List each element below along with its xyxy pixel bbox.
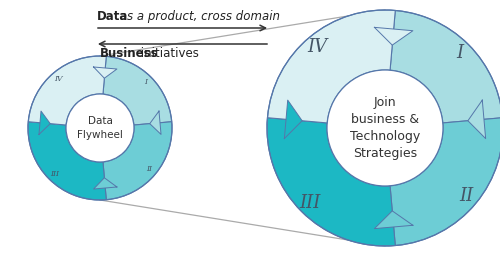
Polygon shape [374,211,413,229]
Polygon shape [94,178,117,189]
Wedge shape [28,122,106,200]
Text: IV: IV [54,75,63,83]
Wedge shape [267,118,396,246]
Text: II: II [459,187,473,205]
Wedge shape [103,122,172,200]
Wedge shape [268,10,396,123]
Text: I: I [144,78,147,86]
Text: as a product, cross domain: as a product, cross domain [116,10,280,23]
Wedge shape [390,118,500,246]
Wedge shape [390,10,500,123]
Wedge shape [103,56,172,125]
Text: initiatives: initiatives [138,47,200,60]
Text: II: II [146,165,152,173]
Text: Join
business &
Technology
Strategies: Join business & Technology Strategies [350,96,420,160]
Text: Data
Flywheel: Data Flywheel [77,116,123,140]
Polygon shape [150,111,161,134]
Polygon shape [284,100,302,139]
Text: IV: IV [307,38,327,56]
Text: Business: Business [100,47,158,60]
Wedge shape [28,56,106,125]
Circle shape [66,94,134,162]
Text: III: III [50,169,59,177]
Polygon shape [94,67,117,78]
Polygon shape [374,27,413,45]
Text: I: I [456,44,464,62]
Text: III: III [300,194,320,212]
Polygon shape [468,100,485,139]
Text: Data: Data [97,10,128,23]
Polygon shape [39,111,50,134]
Circle shape [327,70,443,186]
